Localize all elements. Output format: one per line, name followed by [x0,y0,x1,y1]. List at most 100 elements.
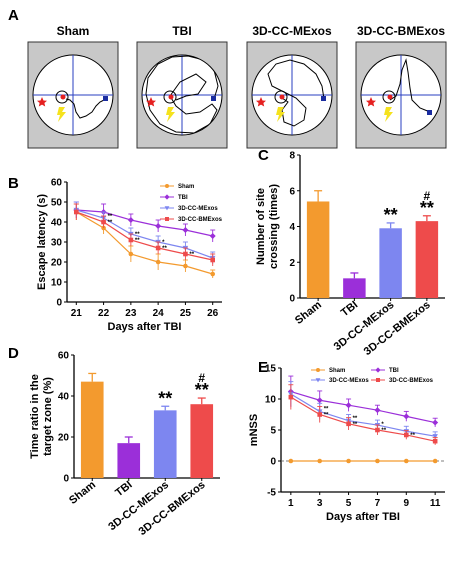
data-point [182,227,189,233]
data-point [209,233,216,239]
platform-dot [60,94,66,100]
legend-label: 3D-CC-MExos [329,378,369,384]
bar-0 [80,381,104,478]
data-point [375,458,380,464]
x-axis-label: Days after TBI [326,511,400,523]
data-point [288,458,294,464]
x-tick-label: 7 [375,498,381,509]
y-axis-label: Escape latency (s) [36,194,48,290]
x-tick-label: 24 [153,308,165,319]
x-tick-label: 25 [180,308,192,319]
significance-label: ** [108,214,113,220]
legend-label: 3D-CC-MExos [178,206,218,212]
significance-label: ** [108,220,113,226]
panel-a: Sham TBI 3D-CC-MExos 3D-CC-BMExos [27,24,447,149]
y-axis-label-line2: target zone (%) [42,377,54,456]
legend-label: 3D-CC-BMExos [389,378,434,384]
group-title-tbi: TBI [172,24,191,38]
legend-label: Sham [329,368,345,374]
legend-label: TBI [389,368,399,374]
significance-label: ** [135,232,140,238]
maze-mexos [246,41,338,149]
legend-label: TBI [178,195,188,201]
legend-marker [164,206,170,211]
significance-label: ** [410,433,415,439]
data-point [316,397,323,404]
x-axis-label: Days after TBI [108,321,182,333]
data-point [375,427,380,433]
significance-label: # [198,371,205,385]
data-point [345,402,352,409]
significance-label: ** [324,407,329,413]
swim-path-sham [65,98,107,119]
data-point [403,413,410,420]
legend-marker [375,367,381,373]
significance-label: # [424,189,431,203]
y-axis-label: mNSS [248,414,260,446]
y-tick-label: 60 [51,178,63,189]
data-point [155,245,161,251]
y-tick-label: 10 [265,395,277,406]
lightning-icon [57,107,66,122]
data-point [128,251,134,257]
panel-label-a: A [8,7,19,24]
star-icon [37,97,47,107]
y-tick-label: 0 [289,294,295,305]
series-line-0 [75,211,213,275]
legend-marker [164,194,170,200]
panel-label-d: D [8,345,19,362]
category-label: Sham [293,299,324,327]
data-point [155,223,162,229]
x-tick-label: 22 [98,308,110,319]
category-label: 3D-CC-BMExos [137,479,208,538]
y-tick-label: 30 [51,238,63,249]
data-point [317,458,323,464]
series-line-1 [290,390,436,424]
swim-path-tbi [145,55,219,134]
group-title-mexos: 3D-CC-MExos [252,24,332,38]
data-point [432,458,438,464]
series-line-2 [290,393,436,437]
data-point [210,257,215,263]
x-tick-label: 9 [404,498,410,509]
data-point [317,412,323,417]
data-point [128,237,134,243]
x-tick-label: 5 [346,498,352,509]
y-axis-label-line1: Number of site [255,188,267,265]
significance-label: ** [158,388,172,408]
maze-bmexos [355,41,447,149]
y-tick-label: 0 [270,457,276,468]
y-tick-label: 50 [51,198,63,209]
y-tick-label: 6 [289,186,295,197]
y-axis-label-line2: crossing (times) [268,184,280,269]
panel-label-e: E [258,359,268,376]
data-point [183,251,188,257]
significance-label: ** [324,413,329,419]
data-point [183,263,188,269]
group-title-bmexos: 3D-CC-BMExos [357,24,445,38]
data-point [101,219,106,225]
category-label: Sham [67,479,98,507]
significance-label: ** [135,238,140,244]
category-label: 3D-CC-BMExos [362,299,433,358]
y-tick-label: 0 [63,474,69,485]
maze-sham [27,41,119,149]
series-line-3 [76,211,213,261]
x-tick-label: 1 [288,498,294,509]
y-tick-label: 8 [289,151,295,162]
x-tick-label: 3 [317,498,323,509]
data-point [403,432,409,438]
bar-1 [117,443,141,478]
legend-marker [315,378,321,383]
y-tick-label: 2 [289,258,295,269]
bar-3 [190,404,214,478]
y-tick-label: 5 [270,426,276,437]
series-line-2 [76,209,213,259]
bar-2 [153,410,177,478]
legend-marker [165,184,169,188]
data-point [346,458,351,464]
chart-escape-latency: 0 10 20 30 40 50 60 21 22 23 24 25 26 Days after TBI E… [36,178,223,334]
data-point [346,421,351,427]
